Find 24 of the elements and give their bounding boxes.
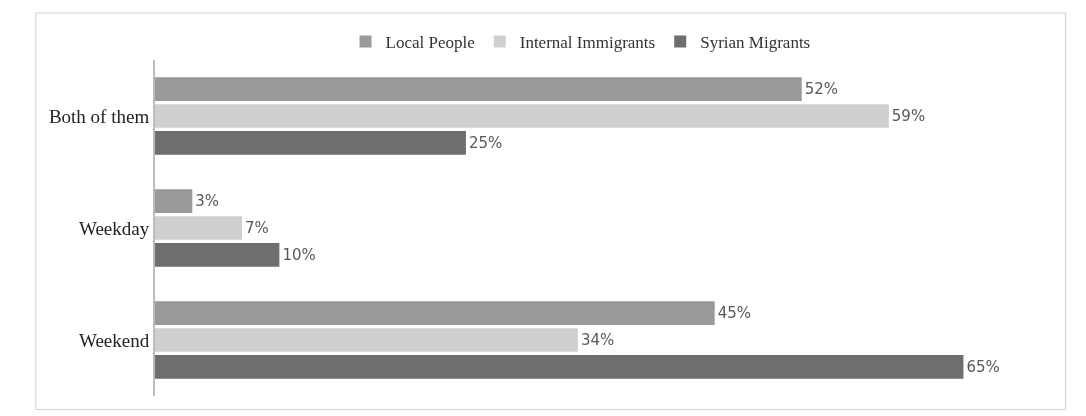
bar	[155, 243, 280, 267]
legend-label: Syrian Migrants	[700, 33, 811, 53]
data-label: 3%	[195, 192, 220, 211]
bar	[155, 77, 802, 101]
data-label: 65%	[966, 357, 1000, 376]
y-tick-label: Both of them	[48, 105, 150, 127]
legend-label: Local People	[385, 33, 475, 53]
bar	[155, 216, 243, 240]
data-label: 45%	[717, 304, 752, 323]
y-tick-label: Weekend	[78, 329, 150, 351]
data-label: 25%	[468, 133, 503, 152]
bar	[155, 355, 964, 379]
bar	[155, 328, 578, 352]
y-tick-label: Weekday	[78, 217, 150, 239]
bar	[155, 131, 466, 155]
bar	[155, 104, 889, 128]
bar	[155, 301, 715, 325]
data-label: 10%	[282, 245, 316, 264]
data-label: 52%	[804, 80, 839, 99]
legend-label: Internal Immigrants	[519, 33, 656, 53]
data-label: 59%	[891, 107, 926, 125]
data-label: 34%	[580, 331, 615, 349]
data-label: 7%	[245, 219, 269, 237]
bar	[155, 189, 193, 213]
